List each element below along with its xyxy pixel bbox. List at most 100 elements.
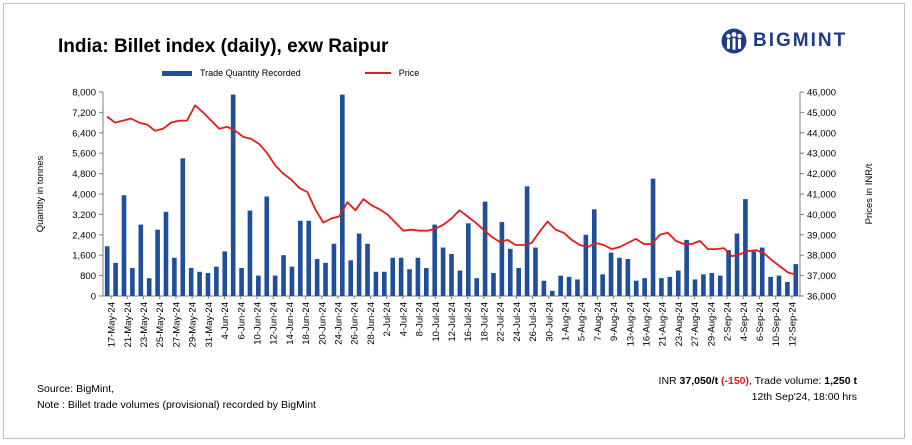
quantity-bar: [205, 273, 211, 296]
legend-label-price: Price: [398, 68, 420, 78]
note-text: Note : Billet trade volumes (provisional…: [37, 399, 316, 411]
quantity-bar: [524, 186, 530, 296]
x-tick-label: 4-Jun-24: [220, 302, 231, 340]
right-tick-label: 36,000: [807, 292, 836, 303]
right-tick-label: 38,000: [807, 251, 836, 262]
x-tick-label: 8-Jul-24: [415, 302, 426, 336]
quantity-bar: [121, 195, 127, 296]
x-tick-label: 4-Sep-24: [739, 302, 750, 341]
quantity-bar: [222, 251, 228, 296]
quantity-bar: [423, 267, 429, 296]
x-tick-label: 22-Jul-24: [496, 302, 507, 342]
quantity-bar: [751, 251, 757, 296]
x-tick-label: 29-May-24: [188, 302, 199, 347]
left-tick-label: 2,400: [72, 230, 96, 241]
quantity-bar: [541, 280, 547, 296]
x-tick-label: 16-Jul-24: [463, 302, 474, 342]
x-tick-label: 7-Aug-24: [593, 302, 604, 341]
quantity-bar: [583, 234, 589, 296]
price-value: 37,050/t: [679, 375, 719, 387]
left-axis-title: Quantity in tonnes: [35, 155, 46, 232]
legend-item-price: Price: [364, 68, 420, 78]
quantity-bar: [155, 229, 160, 296]
quantity-bar: [633, 280, 639, 296]
x-tick-label: 16-Aug-24: [642, 302, 653, 346]
quantity-bar: [230, 94, 236, 296]
quantity-bar: [785, 281, 790, 296]
quantity-bar: [163, 211, 169, 296]
quantity-bar: [507, 248, 513, 296]
quantity-bar: [348, 260, 354, 296]
x-tick-label: 9-Aug-24: [609, 302, 620, 341]
x-tick-label: 2-Sep-24: [723, 302, 734, 341]
quantity-bar: [247, 210, 253, 296]
x-tick-label: 18-Jul-24: [479, 302, 490, 342]
quantity-bar: [239, 267, 244, 296]
quantity-bar: [440, 247, 446, 296]
quantity-bar: [323, 262, 328, 296]
x-tick-label: 10-Sep-24: [771, 302, 782, 346]
quantity-bar: [667, 276, 673, 296]
right-tick-label: 46,000: [807, 88, 836, 99]
quantity-bar: [734, 233, 740, 296]
x-tick-label: 30-Jul-24: [544, 302, 555, 342]
x-tick-label: 18-Jun-24: [301, 302, 312, 345]
chart-frame: [3, 3, 905, 439]
quantity-bar: [491, 273, 496, 296]
quantity-bar: [331, 243, 337, 296]
left-tick-label: 1,600: [72, 251, 96, 262]
quantity-bar: [474, 278, 480, 296]
price-summary: INR 37,050/t (-150), Trade volume: 1,250…: [659, 375, 857, 387]
right-tick-label: 37,000: [807, 271, 836, 282]
quantity-bar: [675, 270, 681, 296]
legend-label-quantity: Trade Quantity Recorded: [200, 68, 301, 78]
quantity-bar: [180, 158, 186, 296]
quantity-bar: [625, 259, 631, 296]
x-tick-label: 23-Aug-24: [674, 302, 685, 346]
quantity-bar: [759, 247, 765, 296]
x-tick-label: 14-Jun-24: [285, 302, 296, 345]
bigmint-logo: BIGMINT: [720, 28, 847, 54]
quantity-bar: [365, 243, 370, 296]
quantity-bar: [188, 267, 194, 296]
left-tick-label: 3,200: [72, 210, 96, 221]
quantity-bar: [138, 224, 144, 296]
x-tick-label: 27-May-24: [171, 302, 182, 347]
price-line: [106, 104, 797, 276]
quantity-bar: [457, 270, 463, 296]
x-tick-label: 27-Aug-24: [690, 302, 701, 346]
quantity-bar: [499, 222, 505, 296]
quantity-bar: [449, 253, 454, 296]
quantity-bar: [214, 266, 219, 296]
right-axis-title: Prices in INR/t: [864, 163, 875, 224]
quantity-bar: [558, 275, 563, 296]
bigmint-logo-icon: [721, 28, 747, 54]
x-tick-label: 2-Jul-24: [382, 302, 393, 336]
quantity-bar: [591, 209, 597, 296]
quantity-bar: [533, 247, 538, 296]
quantity-bar: [659, 278, 664, 296]
quantity-bar: [415, 257, 421, 296]
x-tick-label: 31-May-24: [204, 302, 215, 347]
left-tick-label: 6,400: [72, 128, 96, 139]
chart-legend: Trade Quantity Recorded Price: [162, 68, 483, 78]
legend-swatch-bar: [162, 70, 192, 76]
quantity-bar: [104, 246, 110, 296]
x-tick-label: 12-Sep-24: [787, 302, 798, 346]
quantity-bar: [264, 196, 270, 296]
quantity-bar: [306, 220, 312, 296]
quantity-bar: [314, 259, 320, 296]
right-tick-label: 40,000: [807, 210, 836, 221]
legend-swatch-line: [364, 72, 391, 74]
quantity-bar: [482, 201, 488, 296]
quantity-bar: [768, 276, 773, 296]
left-tick-label: 7,200: [72, 108, 96, 119]
quantity-bar: [465, 223, 471, 296]
quantity-bar: [575, 279, 580, 296]
quantity-bar: [642, 278, 647, 296]
quantity-bar: [776, 275, 782, 296]
right-tick-label: 41,000: [807, 190, 836, 201]
timestamp-text: 12th Sep'24, 18:00 hrs: [751, 391, 857, 403]
x-tick-label: 4-Jul-24: [398, 302, 409, 336]
x-tick-label: 29-Aug-24: [706, 302, 717, 346]
